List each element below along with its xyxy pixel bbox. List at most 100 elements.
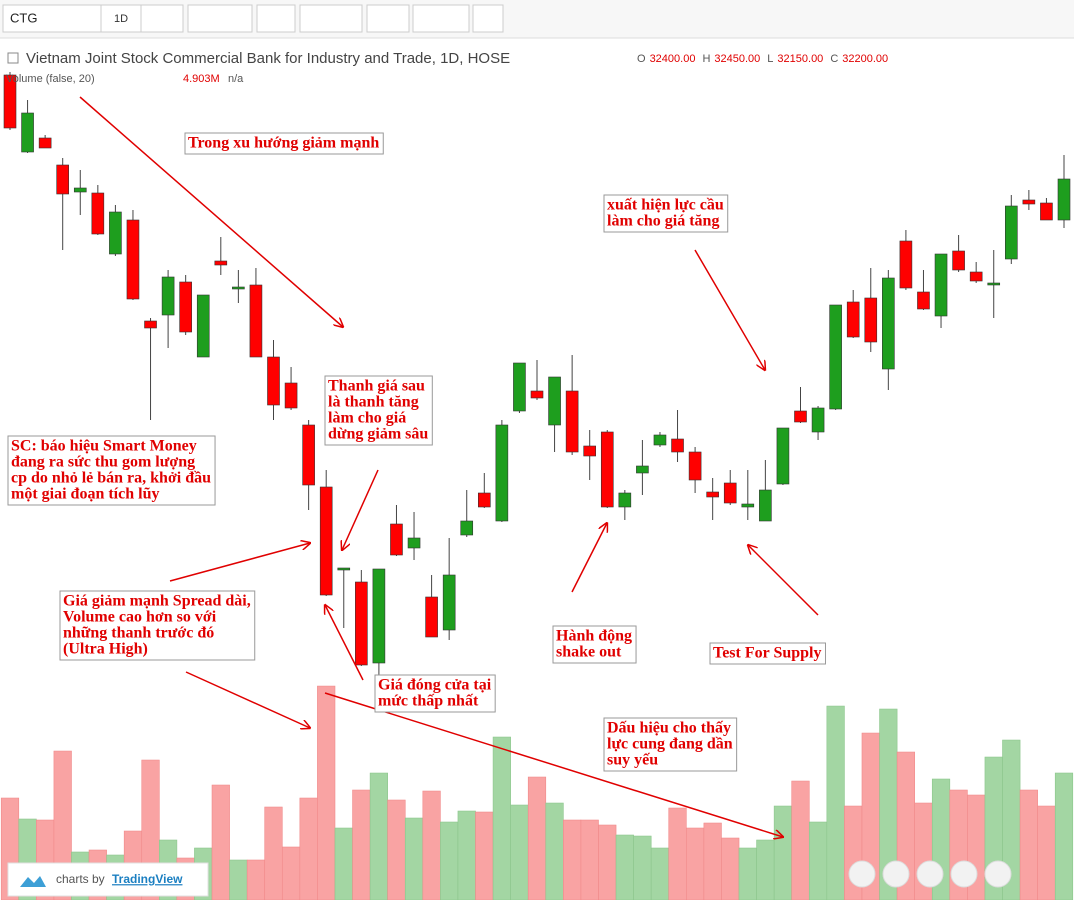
candle-body [126,219,140,300]
candle-body [196,294,210,358]
annotation-box [603,194,729,233]
volume-bar [791,780,810,900]
candle-body [302,424,315,486]
scroll-right[interactable] [984,860,1012,888]
candle-body [706,491,719,498]
ohlc-value: 32450.00 [714,53,760,65]
volume-bar [404,817,424,900]
candle-body [952,250,965,271]
symbol-input[interactable] [2,4,102,33]
annotation-box [709,642,826,665]
volume-bar [1037,805,1056,900]
chart-style-button[interactable] [187,4,253,33]
annotation-text: cp do nhỏ lẻ bán ra, khởi đầu [11,470,211,487]
interval-button[interactable] [100,4,142,33]
annotation-text: những thanh trước đó [63,625,214,642]
candle-body [284,382,298,409]
volume-bar [264,806,283,900]
candle-body [846,301,860,338]
menu-button[interactable] [140,4,184,33]
volume-value: 4.903M [183,73,220,85]
branding-link[interactable]: TradingView [112,872,183,886]
settings-button[interactable] [256,4,296,33]
candle-body [214,260,228,266]
volume-bar [808,821,828,900]
candle-body [671,438,684,453]
candle-body [73,187,87,193]
volume-bar [510,804,529,900]
arrows [79,96,819,837]
arrow [748,545,819,616]
volume-bar [545,802,564,900]
candle-body [477,492,491,508]
ohlc-value: 32150.00 [777,53,823,65]
arrow [342,469,379,550]
candle-body [21,112,34,153]
candle-body [776,427,790,485]
volume-legend: Volume (false, 20) [6,73,95,85]
arrow [324,692,783,837]
candle-body [144,320,157,329]
undo-redo-button[interactable] [412,4,470,33]
candle-body [460,520,474,536]
fullscreen-button[interactable] [472,4,504,33]
candle-body [618,492,632,508]
annotation-text: Thanh giá sau [328,378,425,395]
candle-body [109,211,122,255]
volume-bar [738,847,757,900]
candle-body [811,407,825,433]
annotation: Giá giảm mạnh Spread dài,Volume cao hơn … [59,590,256,661]
candle-body [969,271,983,282]
volume-bar [352,789,371,900]
logo [20,876,46,887]
zoom-in[interactable] [950,860,978,888]
volume-bar [615,834,634,900]
annotation-box [7,435,216,506]
candle-body [3,74,17,129]
annotation-text: Hành động [556,628,632,645]
candle-body [1004,205,1018,260]
annotation-text: lực cung đang dần [607,736,733,753]
branding-prefix: charts by [56,872,105,886]
candle-body [319,486,333,596]
arrow [185,671,310,728]
ohlc-name: H [702,53,710,65]
indicators-button[interactable] [299,4,363,33]
annotation-text: Giá đóng cửa tại [378,677,492,694]
annotation-text: xuất hiện lực cầu [607,197,724,214]
compare-button[interactable] [366,4,410,33]
annotation-text: Trong xu hướng giảm mạnh [188,135,379,152]
candle-body [372,568,386,664]
scroll-left[interactable] [848,860,876,888]
candle-body [741,503,755,508]
collapse-icon[interactable] [7,52,19,64]
volume-bar [440,821,459,900]
arrow [169,543,310,582]
volume-bar [369,772,388,900]
candle-body [636,465,649,474]
annotation-text: Giá giảm mạnh Spread dài, [63,593,251,610]
candle-body [829,304,842,410]
volume-bar [650,847,670,900]
zoom-out[interactable] [882,860,910,888]
ohlc-name: C [830,53,838,65]
annotation-text: đang ra sức thu gom lượng [11,454,195,471]
annotation-text: mức thấp nhất [378,693,479,710]
ohlc-name: O [637,53,646,65]
volume-bar [422,790,441,900]
candle-body [723,482,737,504]
volume-bar [721,837,740,900]
candle-body [759,489,772,522]
annotation-text: Test For Supply [713,645,821,662]
candle-body [583,445,597,457]
candle-body [267,356,280,406]
candle-body [337,567,351,571]
candle-body [1057,178,1071,221]
annotation-text: SC: báo hiệu Smart Money [11,438,197,455]
candle-body [794,410,807,423]
reset[interactable] [916,860,944,888]
